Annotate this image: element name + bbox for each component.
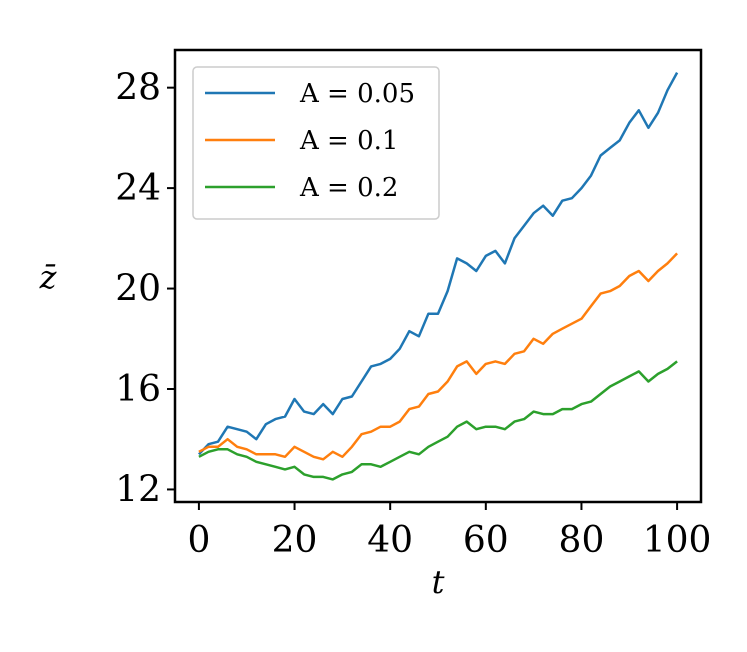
- series-line-1: [198, 252, 679, 461]
- x-tick-label: 0: [187, 520, 210, 561]
- legend-label-a02: A = 0.2: [299, 173, 398, 203]
- series-line-0: [197, 72, 679, 456]
- y-axis-label: z̄: [39, 258, 58, 296]
- y-tick-label: 12: [115, 469, 161, 510]
- x-tick-label: 80: [559, 520, 605, 561]
- y-tick-label: 16: [115, 369, 161, 410]
- series-line-2: [198, 360, 678, 481]
- y-axis: 12 16 20 24 28: [115, 68, 175, 510]
- x-tick-label: 100: [643, 520, 712, 561]
- legend-label-a01: A = 0.1: [299, 126, 398, 156]
- x-tick-label: 20: [272, 520, 318, 561]
- x-tick-label: 60: [463, 520, 509, 561]
- x-axis: 0 20 40 60 80 100: [187, 502, 711, 561]
- x-tick-label: 40: [367, 520, 413, 561]
- legend-label-a005: A = 0.05: [299, 79, 415, 109]
- y-tick-label: 28: [115, 68, 161, 109]
- legend-box: [192, 66, 440, 220]
- y-tick-label: 24: [115, 168, 161, 209]
- plot-frame: [173, 48, 703, 504]
- series-layer: [197, 72, 679, 481]
- x-axis-label: t: [432, 563, 445, 601]
- y-tick-label: 20: [115, 269, 161, 310]
- legend: A = 0.05 A = 0.1 A = 0.2: [192, 66, 440, 220]
